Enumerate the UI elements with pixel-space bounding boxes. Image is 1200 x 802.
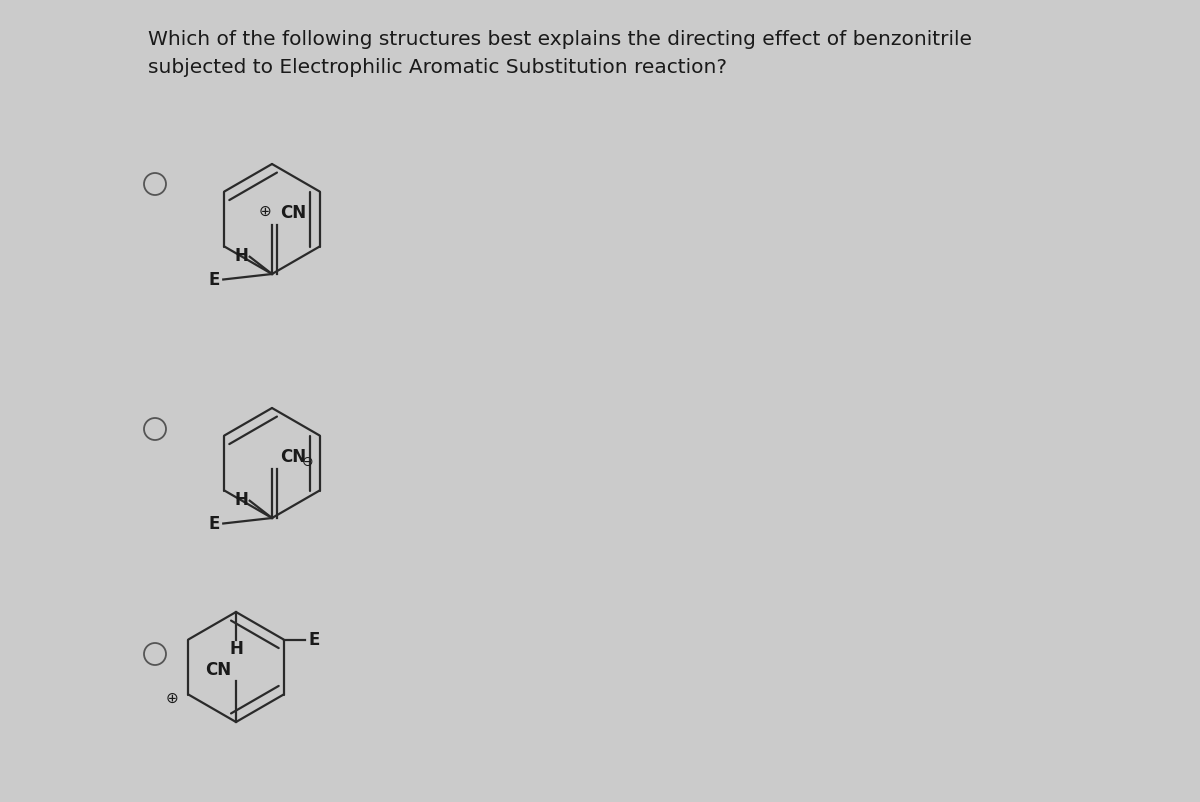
Text: subjected to Electrophilic Aromatic Substitution reaction?: subjected to Electrophilic Aromatic Subs… bbox=[148, 58, 727, 77]
Text: H: H bbox=[235, 490, 248, 508]
Text: H: H bbox=[235, 246, 248, 265]
Text: ⊕: ⊕ bbox=[259, 203, 271, 218]
Text: CN: CN bbox=[280, 448, 306, 466]
Text: CN: CN bbox=[205, 660, 230, 678]
Text: Which of the following structures best explains the directing effect of benzonit: Which of the following structures best e… bbox=[148, 30, 972, 49]
Text: ⊕: ⊕ bbox=[166, 690, 179, 705]
Text: ⊖: ⊖ bbox=[302, 454, 313, 468]
Text: H: H bbox=[229, 639, 242, 657]
Text: E: E bbox=[209, 271, 220, 290]
Text: E: E bbox=[209, 515, 220, 533]
Text: E: E bbox=[308, 630, 319, 649]
Text: CN: CN bbox=[280, 205, 306, 222]
